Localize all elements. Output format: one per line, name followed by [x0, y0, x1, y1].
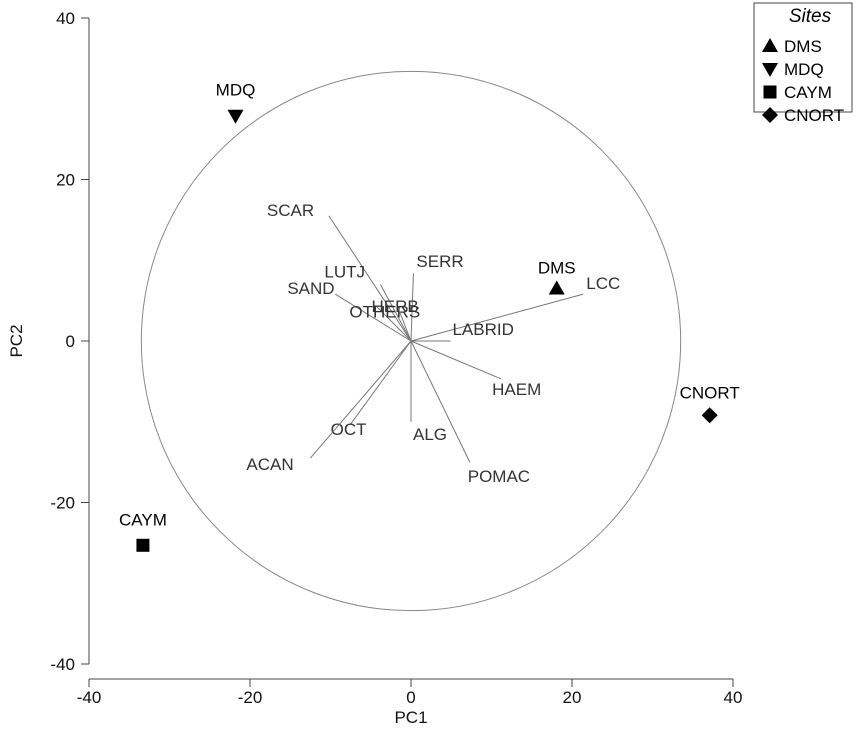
- legend-marker-mdq: [762, 63, 778, 77]
- x-tick-label: -20: [238, 688, 263, 707]
- legend-label-dms: DMS: [784, 37, 822, 56]
- vector-label-others: OTHERS: [349, 302, 420, 321]
- vector-serr: [410, 273, 414, 342]
- x-tick-label: 20: [563, 688, 582, 707]
- x-tick-label: 40: [724, 688, 743, 707]
- site-marker-mdq: [227, 109, 244, 124]
- vector-label-labrid: LABRID: [452, 320, 513, 339]
- y-tick-label: 0: [66, 332, 75, 351]
- y-tick-label: 40: [56, 9, 75, 28]
- site-label-dms: DMS: [538, 259, 576, 278]
- site-marker-dms: [548, 280, 565, 295]
- correlation-circle: [140, 70, 682, 612]
- vector-pomac: [410, 340, 471, 463]
- site-points: DMS MDQ CAYM CNORT: [119, 81, 740, 552]
- x-tick-label: 0: [406, 688, 415, 707]
- vector-label-pomac: POMAC: [468, 467, 530, 486]
- x-tick-label: -40: [77, 688, 102, 707]
- legend-label-cnort: CNORT: [784, 106, 844, 125]
- vector-label-lcc: LCC: [586, 274, 620, 293]
- vector-label-acan: ACAN: [246, 455, 293, 474]
- vector-label-herb: HERB: [372, 297, 419, 316]
- legend-label-caym: CAYM: [784, 83, 832, 102]
- vector-scar: [328, 215, 412, 342]
- legend-marker-caym: [763, 85, 777, 99]
- y-tick-label: -20: [50, 494, 75, 513]
- vector-oct: [350, 340, 412, 425]
- y-tick-label: -40: [50, 655, 75, 674]
- y-tick-label: 20: [56, 171, 75, 190]
- legend-marker-cnort: [762, 107, 778, 123]
- vector-label-haem: HAEM: [492, 380, 541, 399]
- site-label-cnort: CNORT: [680, 383, 740, 402]
- legend: Sites DMS MDQ CAYM CNORT: [753, 2, 853, 125]
- vector-label-lutj: LUTJ: [324, 262, 365, 281]
- x-axis-title: PC1: [394, 708, 427, 727]
- site-marker-caym: [136, 538, 150, 552]
- vector-sand: [335, 293, 412, 342]
- vector-others: [376, 305, 412, 342]
- legend-title: Sites: [789, 6, 832, 27]
- vector-herb: [396, 303, 412, 342]
- y-axis-title: PC2: [7, 324, 26, 357]
- legend-marker-dms: [762, 38, 778, 52]
- site-marker-cnort: [701, 407, 718, 424]
- vector-lcc: [410, 293, 584, 342]
- site-label-mdq: MDQ: [216, 81, 256, 100]
- vector-label-serr: SERR: [416, 252, 463, 271]
- vector-haem: [410, 340, 502, 380]
- vector-lutj: [379, 284, 412, 342]
- vector-label-sand: SAND: [287, 279, 334, 298]
- vector-label-alg: ALG: [413, 425, 447, 444]
- site-label-caym: CAYM: [119, 510, 167, 529]
- legend-label-mdq: MDQ: [784, 60, 824, 79]
- vector-acan: [309, 340, 412, 459]
- vector-label-oct: OCT: [331, 420, 367, 439]
- vector-label-scar: SCAR: [267, 201, 314, 220]
- ticks: -40 -20 0 20 40 -40 -20 0 20 40: [50, 9, 742, 707]
